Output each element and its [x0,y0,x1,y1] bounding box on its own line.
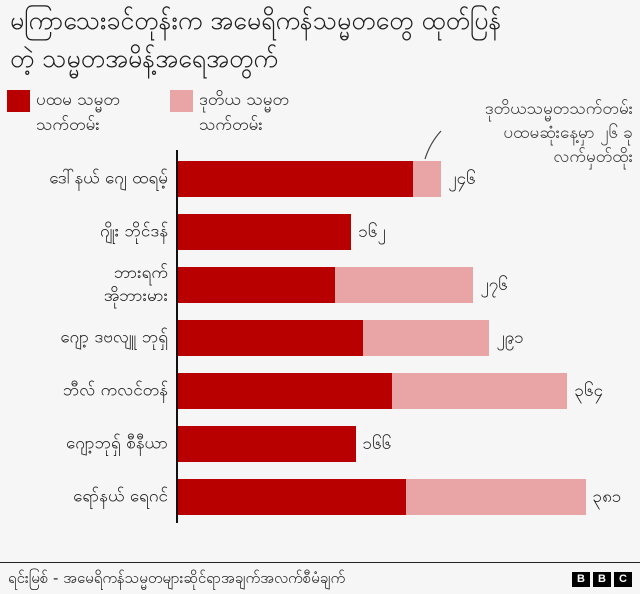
president-label: ဂျော့ဘုရှ် စီနီယာ [65,433,168,454]
chart-title-line-2: တဲ့ သမ္မတအမိန့်အရေအတွက် [10,44,278,73]
total-value-label: ၃၆၄ [574,381,604,401]
bar-second-term [363,320,490,356]
source-note: ရင်းမြစ် - အမေရိကန်သမ္မတများဆိုင်ရာအချက်… [8,569,346,587]
president-label: ဘီလ် ကလင်တန် [62,380,168,401]
president-label: ဘားရက် အိုဘားမား [103,263,168,306]
bar-first-term [178,214,352,250]
president-label: ရော်နယ် ရေဂင် [73,486,168,507]
legend-label-first-term: ပထမ သမ္မတ သက်တမ်း [36,90,120,135]
bar-first-term [178,320,364,356]
total-value-label: ၁၆၂ [358,222,386,242]
annotation-line: ဒုတိယသမ္မတသက်တမ်း [484,99,633,119]
bar-second-term [413,161,442,197]
total-value-label: ၂၉၁ [496,328,524,348]
bar-second-term [405,479,586,515]
footer-divider [0,562,640,563]
legend-swatch-first-term [7,90,30,112]
bar-first-term [178,426,356,462]
chart-title-line-1: မကြာသေးခင်တုန်းက အမေရိကန်သမ္မတတွေ ထုတ်ပြ… [10,6,502,35]
bar-row: ဘီလ် ကလင်တန် ၃၆၄ [0,373,640,409]
total-value-label: ၁၆၆ [362,434,392,454]
total-value-label: ၂၄၆ [448,169,476,189]
bar-first-term [178,479,406,515]
bar-row: ဘားရက် အိုဘားမား ၂၇၆ [0,263,640,306]
total-value-label: ၂၇၆ [480,275,508,295]
bar-row: ဒေါ်နယ် ဂျေ ထရမ့် ၂၄၆ [0,161,640,197]
annotation-line: လက်မှတ်ထိုး [553,147,633,167]
president-label: ဂျိုး ဘိုင်ဒန် [99,221,168,242]
bar-second-term [392,373,568,409]
bbc-logo: B B C [572,572,632,587]
chart-annotation: ဒုတိယသမ္မတသက်တမ်း ပထမဆုံးနေ့မှာ ၂၆ ခု လက… [485,97,633,169]
total-value-label: ၃၈၁ [592,487,622,507]
bbc-logo-letter: B [593,572,611,587]
bar-first-term [178,373,392,409]
y-axis-line [176,150,178,523]
bar-first-term [178,267,336,303]
legend-label-second-term: ဒုတိယ သမ္မတ သက်တမ်း [199,90,290,135]
president-label: ဂျော့ ဒဗလျူ ဘုရှ် [60,327,168,348]
bar-first-term [178,161,414,197]
bar-row: ရော်နယ် ရေဂင် ၃၈၁ [0,479,640,515]
president-label: ဒေါ်နယ် ဂျေ ထရမ့် [49,168,168,189]
bar-second-term [335,267,474,303]
legend-swatch-second-term [170,90,193,112]
bar-row: ဂျိုး ဘိုင်ဒန် ၁၆၂ [0,214,640,250]
bar-row: ဂျော့ဘုရှ် စီနီယာ ၁၆၆ [0,426,640,462]
bar-row: ဂျော့ ဒဗလျူ ဘုရှ် ၂၉၁ [0,320,640,356]
bbc-logo-letter: C [614,572,632,587]
chart-title: မကြာသေးခင်တုန်းက အမေရိကန်သမ္မတတွေ ထုတ်ပြ… [10,2,635,78]
annotation-line: ပထမဆုံးနေ့မှာ ၂၆ ခု [503,123,633,143]
bbc-logo-letter: B [572,572,590,587]
